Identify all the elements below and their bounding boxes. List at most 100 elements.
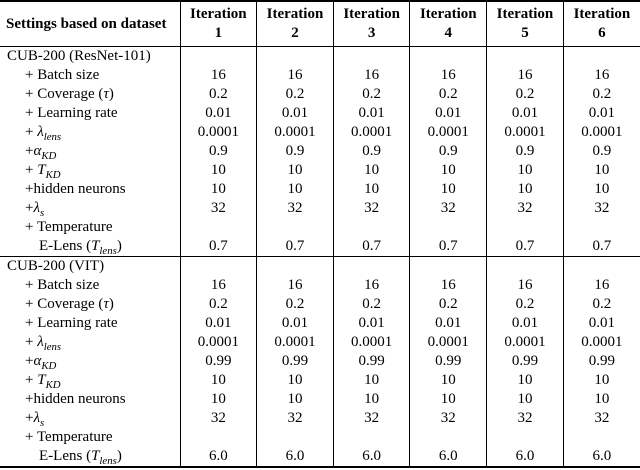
cell-value: 32 — [179, 199, 257, 218]
cell-value: 6.0 — [179, 428, 257, 467]
cell-value: 0.2 — [409, 295, 487, 314]
row-label: + TKD — [25, 372, 61, 390]
cell-value: 32 — [179, 409, 257, 428]
row-label: +hidden neurons — [25, 181, 126, 197]
cell-value: 0.7 — [332, 218, 410, 257]
cell-value: 10 — [409, 371, 487, 390]
cell-value: 32 — [562, 409, 640, 428]
row-label: + λlens — [25, 334, 62, 352]
cell-value: 0.7 — [256, 218, 334, 257]
row-label: +λs — [25, 410, 45, 428]
iteration-header-2: Iteration 2 — [256, 1, 334, 47]
cell-value: 10 — [332, 371, 410, 390]
empty-cell — [256, 256, 334, 276]
empty-cell — [562, 256, 640, 276]
cell-value: 0.01 — [332, 314, 410, 333]
cell-value: 0.7 — [179, 218, 257, 257]
cell-value: 10 — [256, 161, 334, 180]
table-row: +λs 32 32 32 32 32 32 — [0, 409, 640, 428]
empty-cell — [179, 46, 257, 66]
cell-value: 10 — [332, 390, 410, 409]
cell-value: 32 — [409, 199, 487, 218]
row-label-line1: + Temperature — [25, 429, 113, 445]
cell-value: 10 — [486, 371, 564, 390]
cell-value: 32 — [256, 409, 334, 428]
row-label: + Learning rate — [25, 105, 118, 121]
cell-value: 0.99 — [486, 352, 564, 371]
cell-value: 0.2 — [332, 85, 410, 104]
cell-value: 0.2 — [486, 295, 564, 314]
cell-value: 0.9 — [179, 142, 257, 161]
section-title-row: CUB-200 (ResNet-101) — [0, 46, 640, 66]
cell-value: 0.7 — [562, 218, 640, 257]
cell-value: 6.0 — [562, 428, 640, 467]
cell-value: 0.01 — [332, 104, 410, 123]
cell-value: 0.0001 — [179, 333, 257, 352]
cell-value: 16 — [179, 66, 257, 85]
cell-value: 0.01 — [179, 314, 257, 333]
row-label: +λs — [25, 200, 45, 218]
cell-value: 0.99 — [256, 352, 334, 371]
cell-value: 16 — [332, 276, 410, 295]
section-title-row: CUB-200 (VIT) — [0, 256, 640, 276]
cell-value: 0.2 — [486, 85, 564, 104]
iteration-header-word: Iteration — [343, 6, 400, 22]
cell-value: 10 — [179, 161, 257, 180]
table-row: + Batch size 16 16 16 16 16 16 — [0, 66, 640, 85]
cell-value: 32 — [256, 199, 334, 218]
cell-value: 0.0001 — [562, 333, 640, 352]
cell-value: 10 — [256, 390, 334, 409]
table-header: Settings based on dataset Iteration 1 Iter… — [0, 1, 640, 47]
cell-value: 0.01 — [486, 104, 564, 123]
cell-value: 0.01 — [562, 104, 640, 123]
row-label: +αKD — [25, 353, 57, 371]
iteration-header-number: 5 — [521, 25, 529, 41]
cell-value: 10 — [179, 180, 257, 199]
cell-value: 0.01 — [486, 314, 564, 333]
cell-value: 0.01 — [256, 314, 334, 333]
iteration-header-number: 4 — [444, 25, 453, 41]
empty-cell — [256, 46, 334, 66]
iteration-header-5: Iteration 5 — [486, 1, 564, 47]
table-row: + Learning rate 0.01 0.01 0.01 0.01 0.01 0.01 — [0, 104, 640, 123]
empty-cell — [486, 256, 564, 276]
iteration-header-number: 3 — [367, 25, 376, 41]
row-label: + Learning rate — [25, 315, 118, 331]
empty-cell — [409, 256, 487, 276]
iteration-header-1: Iteration 1 — [179, 1, 257, 47]
cell-value: 0.99 — [409, 352, 487, 371]
cell-value: 16 — [332, 66, 410, 85]
row-label: + Batch size — [25, 67, 100, 83]
cell-value: 0.01 — [179, 104, 257, 123]
cell-value: 16 — [562, 66, 640, 85]
iteration-header-4: Iteration 4 — [409, 1, 487, 47]
cell-value: 32 — [562, 199, 640, 218]
corner-header: Settings based on dataset — [0, 1, 180, 47]
cell-value: 0.2 — [409, 85, 487, 104]
row-label: + Batch size — [25, 277, 100, 293]
row-label: + TKD — [25, 162, 61, 180]
cell-value: 0.0001 — [256, 333, 334, 352]
row-label: +αKD — [25, 143, 57, 161]
empty-cell — [179, 256, 257, 276]
empty-cell — [409, 46, 487, 66]
table-row: +λs 32 32 32 32 32 32 — [0, 199, 640, 218]
iteration-header-word: Iteration — [190, 6, 247, 22]
iteration-header-3: Iteration 3 — [332, 1, 410, 47]
cell-value: 10 — [486, 161, 564, 180]
cell-value: 32 — [486, 409, 564, 428]
empty-cell — [332, 46, 410, 66]
cell-value: 0.99 — [179, 352, 257, 371]
row-label: + Coverage (τ) — [25, 86, 114, 102]
iteration-header-word: Iteration — [266, 6, 324, 22]
cell-value: 16 — [179, 276, 257, 295]
cell-value: 0.0001 — [179, 123, 257, 142]
cell-value: 6.0 — [409, 428, 487, 467]
cell-value: 10 — [179, 390, 257, 409]
table-row: + Coverage (τ) 0.2 0.2 0.2 0.2 0.2 0.2 — [0, 85, 640, 104]
cell-value: 6.0 — [486, 428, 564, 467]
cell-value: 0.01 — [562, 314, 640, 333]
cell-value: 0.2 — [256, 295, 334, 314]
cell-value: 10 — [332, 161, 410, 180]
